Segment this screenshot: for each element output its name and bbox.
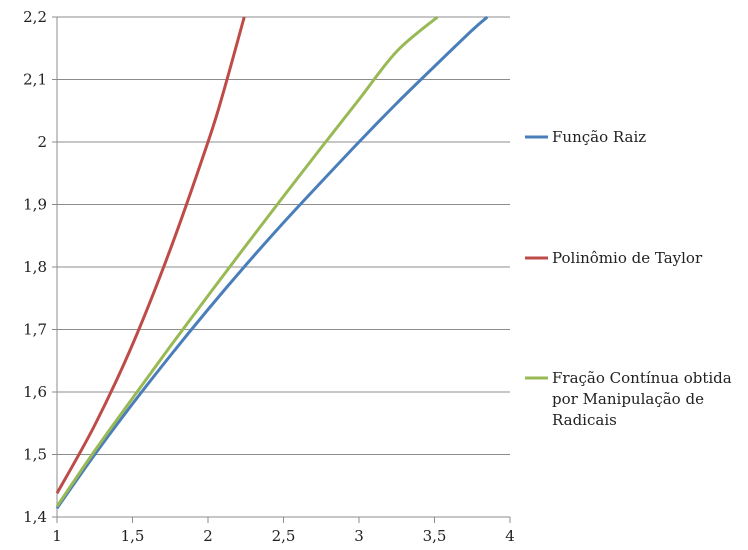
x-tick-label: 1 bbox=[52, 527, 62, 545]
x-tick-label: 2,5 bbox=[272, 527, 296, 545]
x-tick-label: 1,5 bbox=[121, 527, 145, 545]
legend-label-fracao-continua-obtida-por-manipulacao-de-radicais: por Manipulação de bbox=[552, 390, 704, 408]
y-tick-label: 1,5 bbox=[23, 446, 47, 464]
y-tick-label: 2 bbox=[37, 133, 47, 151]
x-tick-label: 4 bbox=[505, 527, 515, 545]
y-tick-label: 2,1 bbox=[23, 71, 47, 89]
y-tick-label: 2,2 bbox=[23, 8, 47, 26]
y-tick-label: 1,6 bbox=[23, 383, 47, 401]
y-tick-label: 1,9 bbox=[23, 196, 47, 214]
legend-label-fracao-continua-obtida-por-manipulacao-de-radicais: Fração Contínua obtida bbox=[552, 369, 732, 387]
x-tick-label: 3 bbox=[354, 527, 364, 545]
series-lines bbox=[55, 15, 489, 510]
series-line-polinomio-de-taylor bbox=[55, 16, 246, 494]
x-tick-label: 2 bbox=[203, 527, 213, 545]
legend-label-fracao-continua-obtida-por-manipulacao-de-radicais: Radicais bbox=[552, 411, 617, 429]
y-tick-label: 1,4 bbox=[23, 508, 47, 526]
y-tick-labels: 1,4 1,5 1,6 1,7 1,8 1,9 2 2,1 2,2 bbox=[23, 8, 47, 526]
legend-label-polinomio-de-taylor: Polinômio de Taylor bbox=[552, 249, 703, 267]
axes bbox=[52, 16, 511, 523]
x-tick-label: 3,5 bbox=[423, 527, 447, 545]
y-tick-label: 1,7 bbox=[23, 321, 47, 339]
series-line-fracao-continua-obtida-por-manipulacao-de-radicais bbox=[55, 15, 439, 508]
series-line-funcao-raiz bbox=[55, 15, 489, 510]
x-tick-labels: 1 1,5 2 2,5 3 3,5 4 bbox=[52, 527, 515, 545]
legend-label-funcao-raiz: Função Raiz bbox=[552, 128, 646, 146]
y-tick-label: 1,8 bbox=[23, 258, 47, 276]
grid bbox=[57, 16, 510, 455]
legend: Função Raiz Polinômio de Taylor Fração Con… bbox=[525, 128, 732, 429]
